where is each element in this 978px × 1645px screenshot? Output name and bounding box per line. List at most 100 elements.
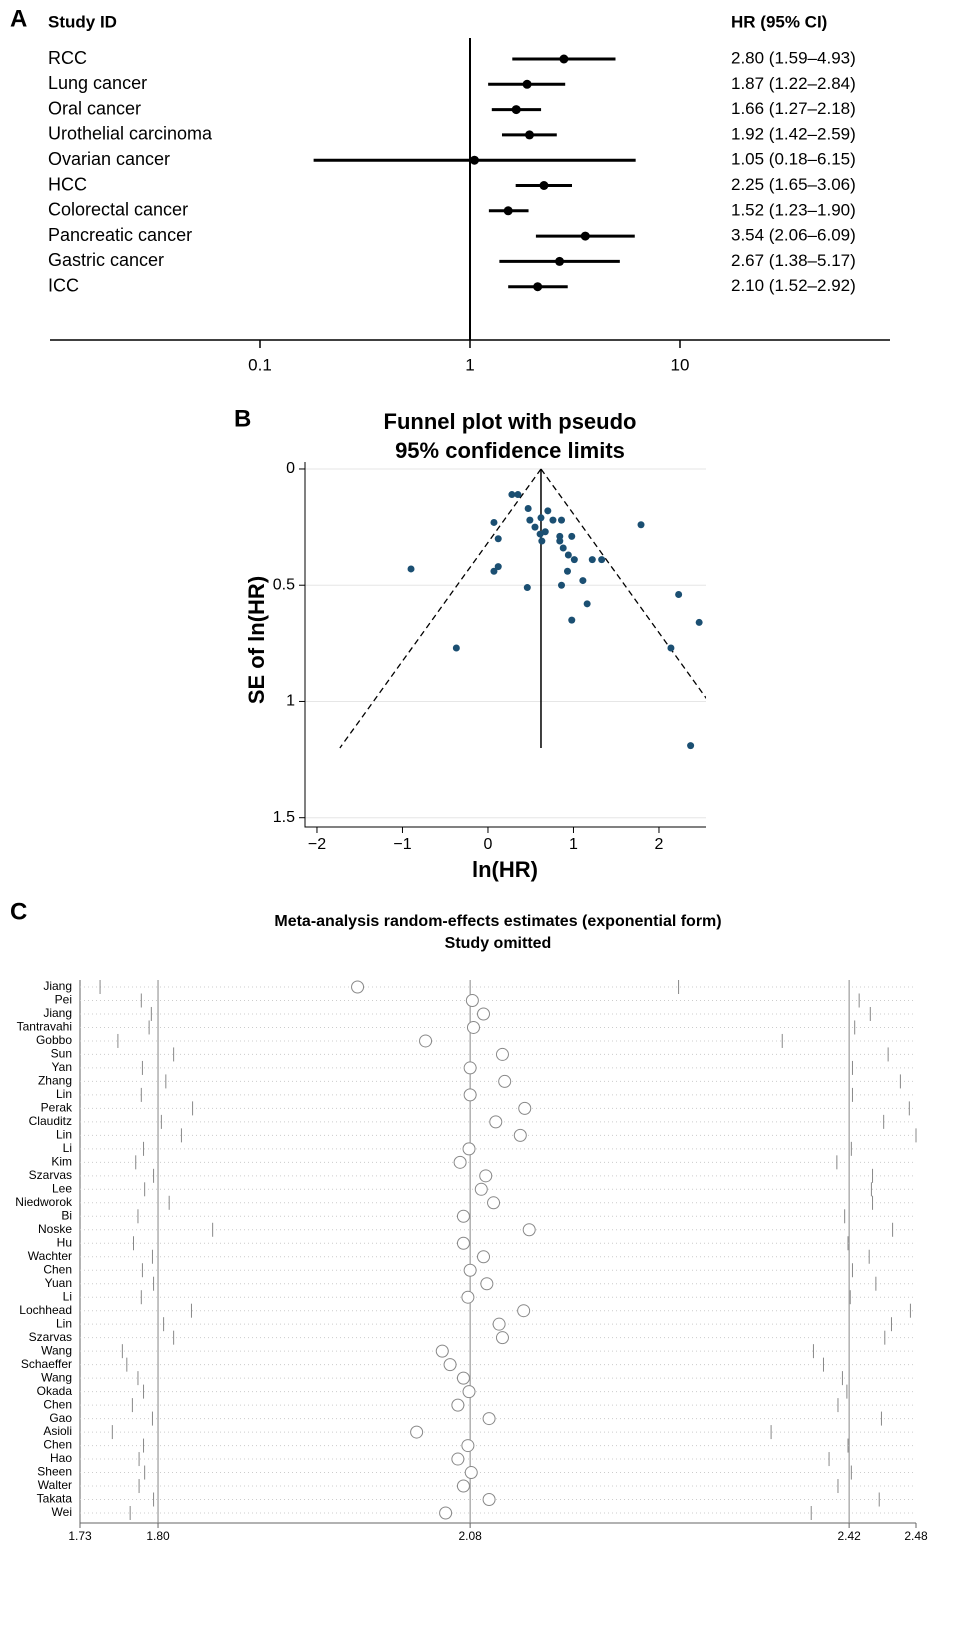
hr-point: [469, 155, 479, 165]
estimate: [477, 1007, 491, 1021]
estimate: [474, 1182, 488, 1196]
study-point: [568, 532, 576, 540]
estimate: [495, 1047, 509, 1061]
study-label: ICC: [48, 275, 79, 295]
estimate: [439, 1506, 453, 1520]
study-label: Sheen: [37, 1465, 72, 1479]
panel-label: A: [10, 5, 27, 32]
x-tick-label: 1: [569, 836, 578, 853]
study-point: [556, 537, 564, 545]
study-label: Walter: [38, 1478, 72, 1492]
study-label: Hu: [57, 1235, 72, 1249]
study-label: Lin: [56, 1128, 72, 1142]
panel-label: C: [10, 898, 27, 925]
study-label: Tantravahi: [17, 1020, 72, 1034]
study-label: HCC: [48, 174, 87, 194]
study-point: [490, 518, 498, 526]
study-label: Wachter: [28, 1249, 72, 1263]
estimate: [464, 1466, 478, 1480]
chart-title: 95% confidence limits: [395, 438, 625, 463]
y-tick-label: 0: [286, 460, 295, 477]
estimate: [435, 1344, 449, 1358]
hr-label: 1.66 (1.27–2.18): [731, 99, 856, 118]
estimate: [461, 1290, 475, 1304]
estimate: [351, 980, 365, 994]
study-label: Yan: [52, 1060, 72, 1074]
hr-point: [522, 79, 532, 89]
study-label: Wang: [41, 1370, 72, 1384]
study-label: Clauditz: [29, 1114, 72, 1128]
plot-area: [339, 468, 706, 750]
study-label: Kim: [51, 1155, 72, 1169]
study-label: Urothelial carcinoma: [48, 124, 213, 144]
hr-label: 2.10 (1.52–2.92): [731, 276, 856, 295]
estimate: [451, 1398, 465, 1412]
study-label: Yuan: [45, 1276, 72, 1290]
x-tick-label: 2.08: [458, 1529, 482, 1543]
study-point: [514, 491, 522, 499]
x-tick-label: 2.42: [837, 1529, 861, 1543]
estimate: [462, 1142, 476, 1156]
study-label: Ovarian cancer: [48, 149, 170, 169]
study-point: [570, 556, 578, 564]
study-label: Lung cancer: [48, 73, 147, 93]
hr-label: 1.05 (0.18–6.15): [731, 150, 856, 169]
hr-point: [539, 181, 549, 190]
study-label: Oral cancer: [48, 98, 141, 118]
study-point: [549, 516, 557, 524]
study-point: [494, 563, 502, 571]
estimate: [419, 1034, 433, 1048]
study-label: Niedworok: [15, 1195, 73, 1209]
estimate: [465, 993, 479, 1007]
study-point: [588, 556, 596, 564]
study-point: [544, 507, 552, 515]
estimate: [451, 1452, 465, 1466]
hr-label: 2.25 (1.65–3.06): [731, 175, 856, 194]
hr-label: 1.92 (1.42–2.59): [731, 124, 856, 143]
study-label: Gobbo: [36, 1033, 72, 1047]
estimate: [492, 1317, 506, 1331]
study-point: [537, 514, 545, 522]
study-point: [524, 504, 532, 512]
x-tick-label: −2: [308, 836, 326, 853]
estimate: [456, 1236, 470, 1250]
estimate: [482, 1412, 496, 1426]
study-point: [687, 742, 695, 750]
study-point: [583, 600, 591, 608]
study-point: [452, 644, 460, 652]
hr-point: [555, 256, 565, 266]
study-label: Hao: [50, 1451, 72, 1465]
study-point: [558, 581, 566, 589]
study-label: Chen: [43, 1438, 72, 1452]
study-point: [494, 535, 502, 543]
study-label: Pancreatic cancer: [48, 225, 192, 245]
hr-label: 2.67 (1.38–5.17): [731, 251, 856, 270]
hr-point: [511, 105, 521, 115]
x-tick-label: 1.73: [68, 1529, 92, 1543]
x-tick-label: 2: [655, 836, 664, 853]
study-point: [558, 516, 566, 524]
estimate: [518, 1101, 532, 1115]
study-point: [490, 567, 498, 575]
estimate: [456, 1479, 470, 1493]
estimate: [466, 1020, 480, 1034]
hr-label: 1.52 (1.23–1.90): [731, 200, 856, 219]
study-label: Li: [63, 1289, 72, 1303]
x-tick-label: 0.1: [248, 355, 272, 374]
study-point: [531, 523, 539, 531]
study-label: Szarvas: [29, 1168, 72, 1182]
study-point: [695, 618, 703, 626]
study-point: [667, 644, 675, 652]
y-tick-label: 0.5: [273, 576, 295, 593]
study-label: Okada: [37, 1384, 73, 1398]
confidence-limit: [540, 468, 706, 700]
estimate: [453, 1155, 467, 1169]
study-label: Wei: [52, 1505, 72, 1519]
hr-point: [533, 282, 543, 292]
study-point: [538, 537, 546, 545]
x-tick-label: 1: [465, 355, 474, 374]
study-label: Li: [63, 1141, 72, 1155]
study-label: Lochhead: [19, 1303, 72, 1317]
x-tick-label: 1.80: [146, 1529, 170, 1543]
estimate: [410, 1425, 424, 1439]
